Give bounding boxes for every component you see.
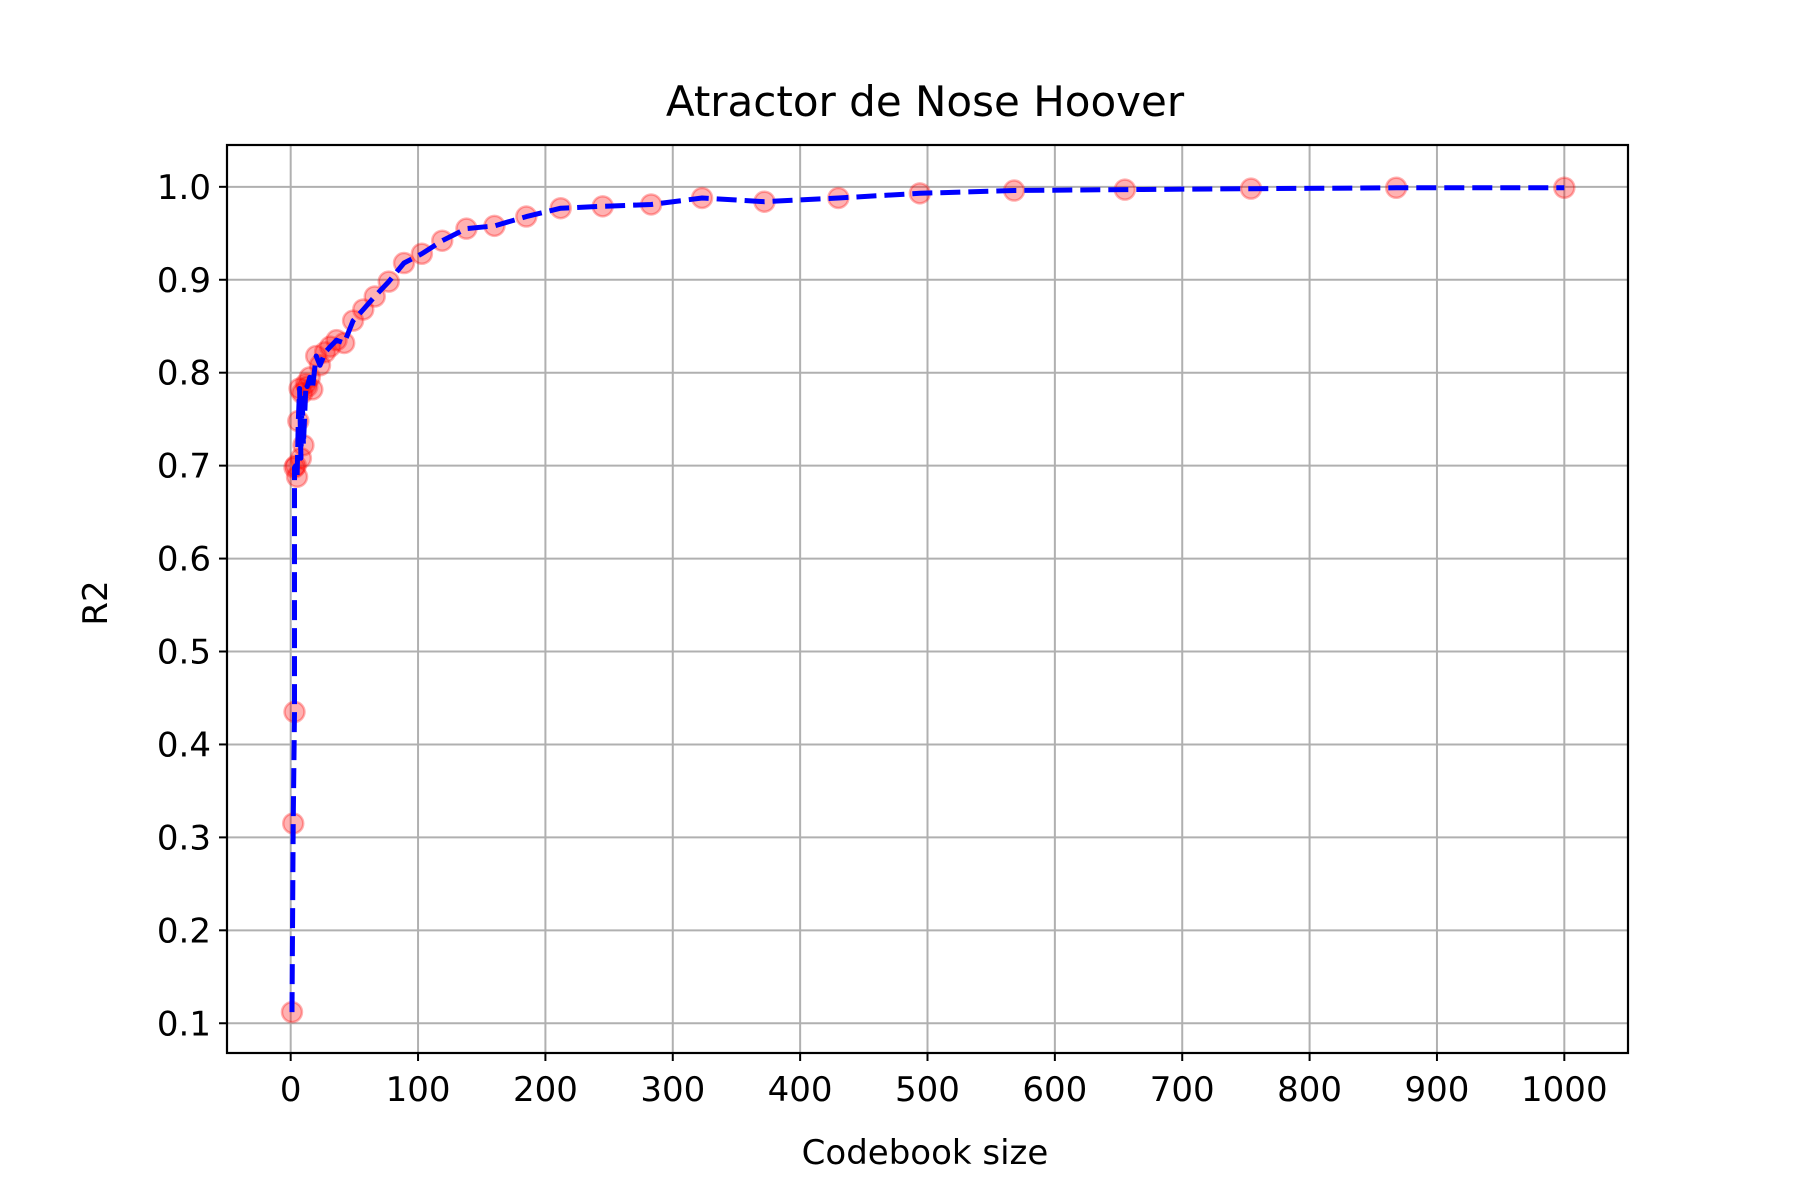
y-tick-label: 0.7 — [157, 447, 211, 487]
x-tick-label: 700 — [1150, 1070, 1215, 1110]
y-tick-label: 0.1 — [157, 1004, 211, 1044]
x-tick-label: 400 — [768, 1070, 833, 1110]
x-tick-label: 0 — [280, 1070, 302, 1110]
y-tick-label: 0.4 — [157, 725, 211, 765]
x-tick-label: 500 — [895, 1070, 960, 1110]
y-tick-label: 0.5 — [157, 633, 211, 673]
ticks-group: 0 100 200 300 400 500 600 700 800 900 1000 0.1 0.2 0.… — [157, 168, 1608, 1110]
x-tick-label: 800 — [1277, 1070, 1342, 1110]
y-axis-label: R2 — [76, 580, 116, 625]
y-tick-label: 0.8 — [157, 354, 211, 394]
y-tick-label: 1.0 — [157, 168, 211, 208]
data-point — [1553, 176, 1576, 200]
grid — [227, 145, 1628, 1053]
x-axis-label: Codebook size — [802, 1133, 1049, 1173]
x-tick-label: 300 — [640, 1070, 705, 1110]
x-tick-label: 100 — [386, 1070, 451, 1110]
y-tick-label: 0.6 — [157, 540, 211, 580]
x-tick-label: 900 — [1405, 1070, 1470, 1110]
x-tick-label: 1000 — [1521, 1070, 1608, 1110]
y-tick-label: 0.9 — [157, 261, 211, 301]
chart-title: Atractor de Nose Hoover — [666, 77, 1185, 126]
y-tick-label: 0.2 — [157, 911, 211, 951]
x-tick-label: 200 — [513, 1070, 578, 1110]
y-tick-label: 0.3 — [157, 818, 211, 858]
series-group — [280, 176, 1576, 1024]
series-line — [289, 185, 1565, 1013]
x-tick-label: 600 — [1022, 1070, 1087, 1110]
